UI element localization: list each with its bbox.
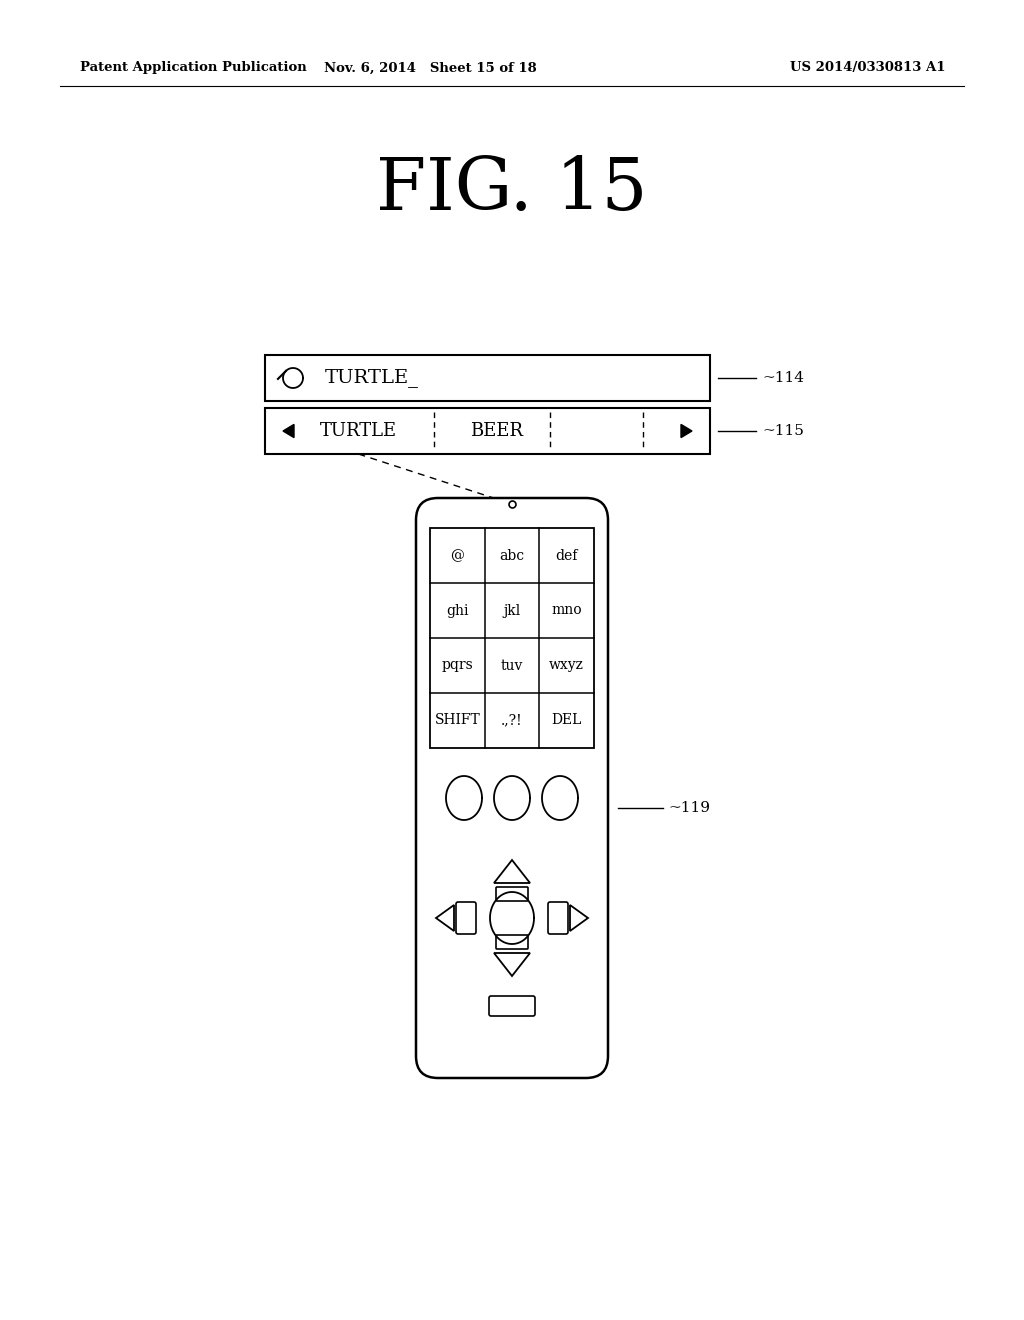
Text: TURTLE_: TURTLE_ [325, 368, 419, 388]
Polygon shape [570, 906, 588, 931]
Text: def: def [555, 549, 578, 562]
Text: .,?!: .,?! [501, 714, 523, 727]
FancyBboxPatch shape [496, 887, 528, 902]
Text: ~119: ~119 [668, 801, 710, 814]
Text: FIG. 15: FIG. 15 [376, 154, 648, 226]
Text: SHIFT: SHIFT [434, 714, 480, 727]
Text: BEER: BEER [470, 422, 523, 440]
FancyBboxPatch shape [456, 902, 476, 935]
Text: @: @ [451, 549, 464, 562]
Text: wxyz: wxyz [549, 659, 584, 672]
Polygon shape [494, 953, 530, 975]
Text: abc: abc [500, 549, 524, 562]
Polygon shape [283, 425, 294, 438]
Text: Nov. 6, 2014   Sheet 15 of 18: Nov. 6, 2014 Sheet 15 of 18 [324, 62, 537, 74]
Text: tuv: tuv [501, 659, 523, 672]
FancyBboxPatch shape [548, 902, 568, 935]
Text: US 2014/0330813 A1: US 2014/0330813 A1 [790, 62, 945, 74]
Polygon shape [436, 906, 454, 931]
Text: ~115: ~115 [762, 424, 804, 438]
Polygon shape [494, 861, 530, 883]
Text: mno: mno [551, 603, 582, 618]
Text: ghi: ghi [446, 603, 469, 618]
FancyBboxPatch shape [489, 997, 535, 1016]
Text: jkl: jkl [504, 603, 520, 618]
Bar [265, 355, 710, 401]
Bar [430, 528, 594, 748]
Text: Patent Application Publication: Patent Application Publication [80, 62, 307, 74]
Bar [265, 408, 710, 454]
Text: TURTLE: TURTLE [319, 422, 397, 440]
FancyBboxPatch shape [416, 498, 608, 1078]
Text: ~114: ~114 [762, 371, 804, 385]
Text: DEL: DEL [552, 714, 582, 727]
Polygon shape [681, 425, 692, 438]
FancyBboxPatch shape [496, 935, 528, 949]
Text: pqrs: pqrs [441, 659, 473, 672]
